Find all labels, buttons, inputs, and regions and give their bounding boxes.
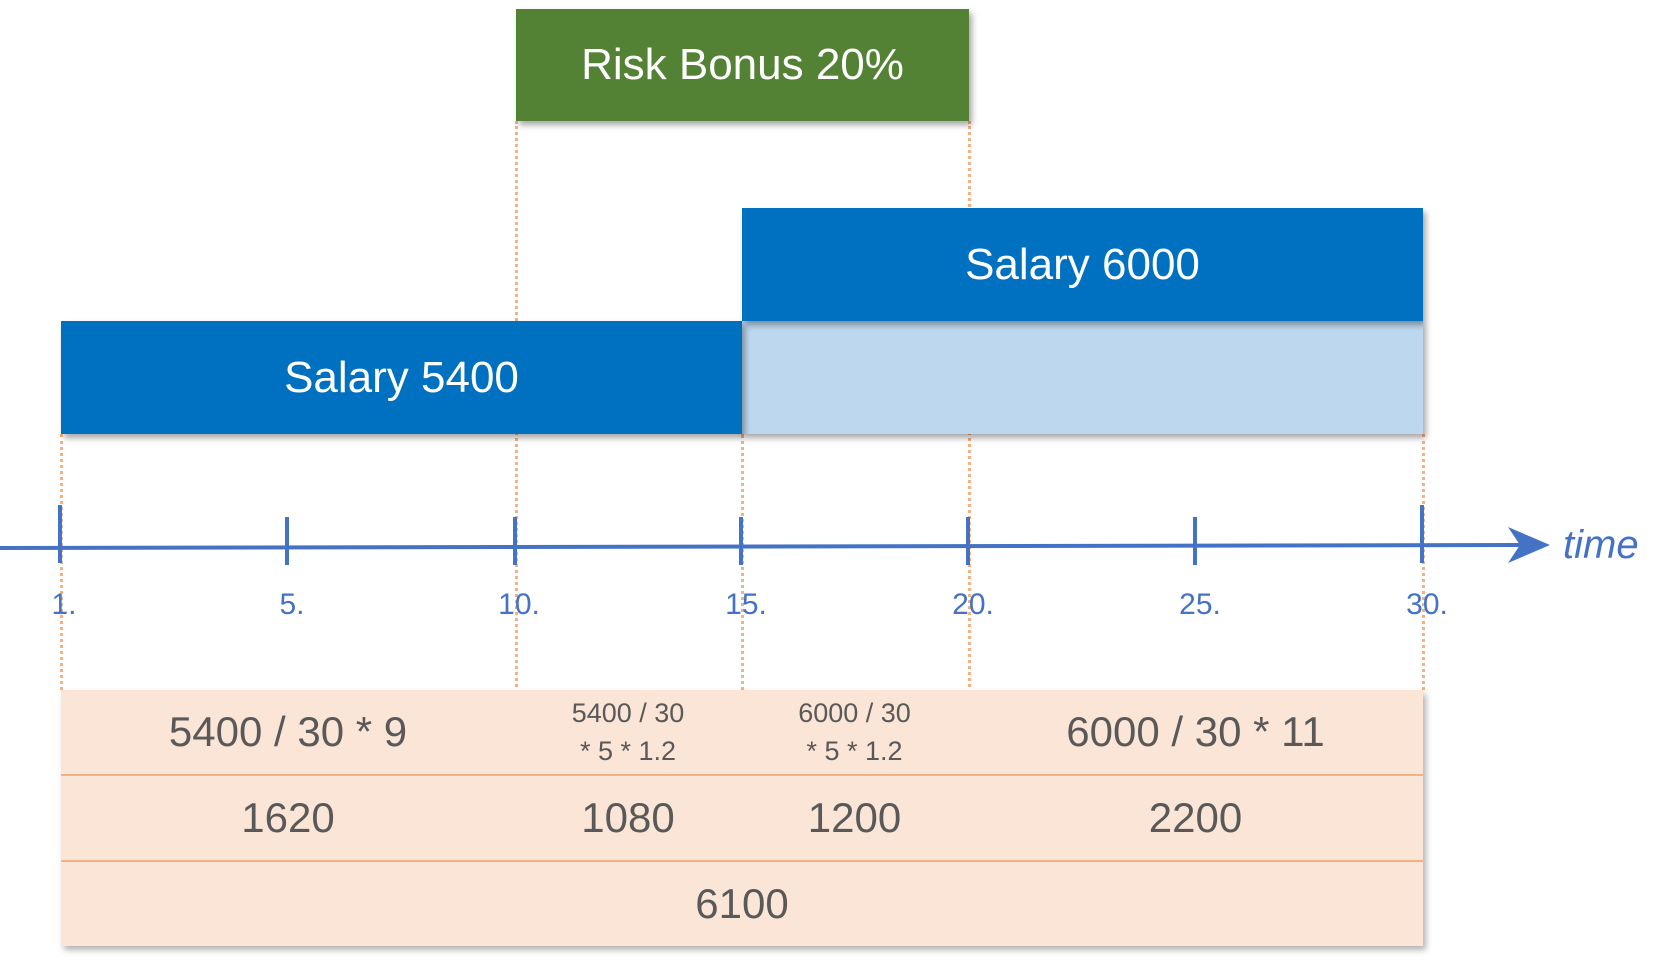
formula-cell-days-15-19: 6000 / 30 * 5 * 1.2 [798, 698, 911, 766]
tick-label-5: 5. [279, 588, 305, 621]
calculation-table: 5400 / 30 * 9 5400 / 30 * 5 * 1.2 6000 /… [61, 690, 1423, 946]
salary-old-label: Salary 5400 [284, 352, 519, 402]
risk-bonus-label: Risk Bonus 20% [581, 40, 904, 89]
salary-old-bar: Salary 5400 [61, 321, 742, 434]
amount-cell-days-20-30: 2200 [1148, 794, 1243, 841]
risk-bonus-bar: Risk Bonus 20% [516, 9, 969, 121]
guide-line-day-10 [515, 121, 518, 866]
amount-cell-days-10-14: 1080 [581, 794, 675, 841]
axis-line [0, 543, 1521, 550]
tick-label-30: 30. [1406, 588, 1448, 621]
amount-cell-days-1-9: 1620 [241, 794, 335, 841]
salary-old-continuation-bar [742, 321, 1423, 434]
guide-line-day-15 [741, 434, 744, 866]
tick-label-15: 15. [725, 588, 767, 621]
formula-cell-days-20-30: 6000 / 30 * 11 [1066, 708, 1325, 755]
salary-new-bar: Salary 6000 [742, 208, 1423, 321]
total-cell: 6100 [695, 880, 789, 927]
tick-label-25: 25. [1179, 588, 1221, 621]
time-axis [0, 505, 1550, 565]
guide-line-day-20 [968, 121, 971, 866]
tick-label-20: 20. [952, 588, 994, 621]
formula-cell-days-10-14: 5400 / 30 * 5 * 1.2 [571, 698, 685, 766]
formula-cell-days-1-9: 5400 / 30 * 9 [168, 708, 408, 755]
axis-arrow-head [1508, 527, 1550, 563]
tick-label-1: 1. [51, 588, 77, 621]
tick-label-10: 10. [498, 588, 540, 621]
table-divider-1 [61, 774, 1423, 776]
salary-new-label: Salary 6000 [965, 239, 1200, 289]
axis-label: time [1563, 523, 1639, 567]
table-divider-2 [61, 860, 1423, 862]
amount-cell-days-15-19: 1200 [807, 794, 902, 841]
